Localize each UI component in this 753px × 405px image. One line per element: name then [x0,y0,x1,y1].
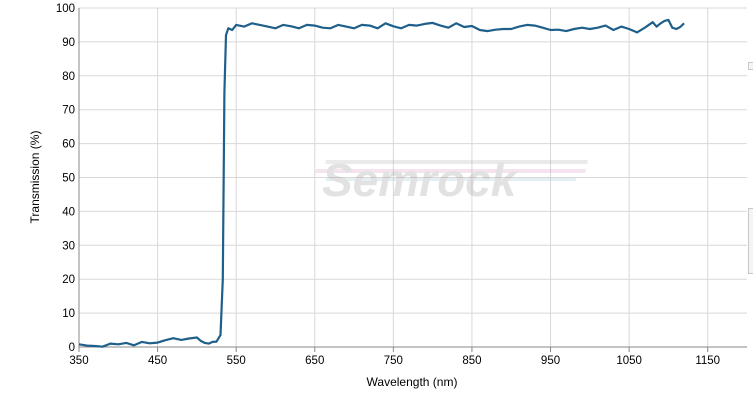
y-tick-label: 70 [62,105,75,117]
y-tick-label: 20 [62,274,75,286]
axes [78,8,747,352]
series-group [78,18,685,348]
edge-tab-top[interactable] [748,62,753,70]
x-tick-label: 550 [227,355,246,367]
x-tick-label: 950 [541,355,560,367]
x-axis-label: Wavelength (nm) [367,375,458,389]
x-tick-label: 750 [384,355,403,367]
x-tick-labels: 350 450 550 650 750 850 950 1050 1150 [69,355,720,367]
y-tick-labels: 0 10 20 30 40 50 60 70 80 90 100 [56,3,75,354]
y-tick-label: 80 [62,71,75,83]
x-tick-label: 650 [305,355,324,367]
watermark-logo: Semrock [315,154,588,206]
y-tick-label: 50 [62,173,75,185]
x-tick-label: 850 [462,355,481,367]
y-tick-label: 40 [62,206,75,218]
edge-tab-bottom[interactable] [748,208,753,274]
x-tick-label: 350 [69,355,88,367]
y-tick-label: 10 [62,308,75,320]
x-tick-label: 450 [148,355,167,367]
transmission-series-line [78,18,685,348]
y-tick-label: 60 [62,139,75,151]
y-axis-label: Transmission (%) [28,131,42,224]
y-tick-label: 0 [69,342,75,354]
y-tick-label: 100 [56,3,75,15]
y-tick-label: 90 [62,37,75,49]
x-tick-label: 1050 [616,355,642,367]
watermark-text: Semrock [322,154,519,206]
x-tick-label: 1150 [695,355,720,367]
y-tick-label: 30 [62,240,75,252]
